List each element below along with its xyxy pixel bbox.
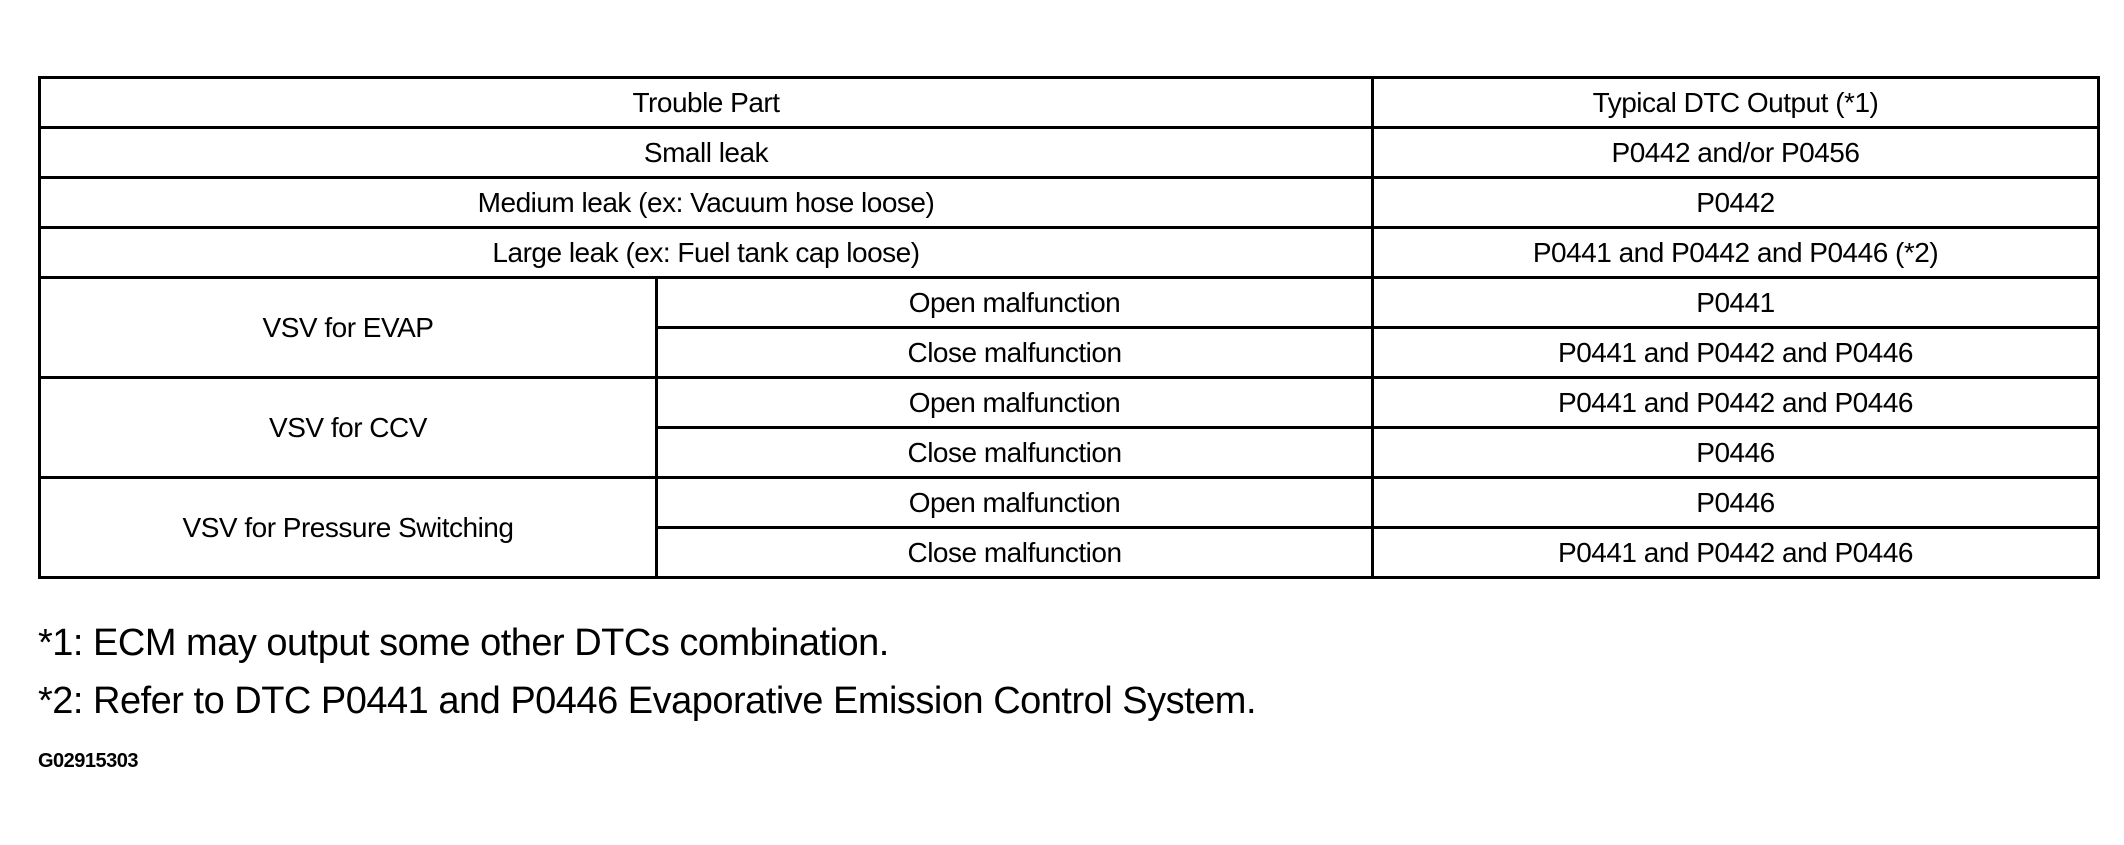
dtc-cell: P0442 <box>1371 176 2100 229</box>
footnote-1: *1: ECM may output some other DTCs combi… <box>38 622 889 664</box>
dtc-cell: P0441 and P0442 and P0446 (*2) <box>1371 226 2100 279</box>
trouble-part-cell: VSV for EVAP <box>38 276 658 379</box>
trouble-part-cell: Medium leak (ex: Vacuum hose loose) <box>38 176 1374 229</box>
dtc-cell: P0446 <box>1371 476 2100 529</box>
dtc-cell: P0441 and P0442 and P0446 <box>1371 326 2100 379</box>
table-header-row: Trouble Part Typical DTC Output (*1) <box>38 76 2100 129</box>
footnote-2: *2: Refer to DTC P0441 and P0446 Evapora… <box>38 680 1257 722</box>
table-row: Medium leak (ex: Vacuum hose loose) P044… <box>38 176 2100 229</box>
table-row: VSV for Pressure Switching Open malfunct… <box>38 476 2100 579</box>
header-trouble-part: Trouble Part <box>38 76 1374 129</box>
dtc-cell: P0441 and P0442 and P0446 <box>1371 376 2100 429</box>
dtc-cell: P0441 and P0442 and P0446 <box>1371 526 2100 579</box>
figure-code: G02915303 <box>38 750 139 772</box>
table-row: Small leak P0442 and/or P0456 <box>38 126 2100 179</box>
trouble-part-cell: Small leak <box>38 126 1374 179</box>
table-row: Close malfunction P0446 <box>40 426 2100 479</box>
table-row: VSV for CCV Open malfunction P0441 and P… <box>38 376 2100 479</box>
table-row: Close malfunction P0441 and P0442 and P0… <box>40 326 2100 379</box>
table-row: VSV for EVAP Open malfunction P0441 <box>38 276 2100 379</box>
table-row: Large leak (ex: Fuel tank cap loose) P04… <box>38 226 2100 279</box>
trouble-part-cell: VSV for CCV <box>38 376 658 479</box>
dtc-cell: P0441 <box>1371 276 2100 329</box>
malfunction-mode-cell: Open malfunction <box>655 476 1374 529</box>
trouble-part-cell: Large leak (ex: Fuel tank cap loose) <box>38 226 1374 279</box>
dtc-cell: P0442 and/or P0456 <box>1371 126 2100 179</box>
dtc-table: Trouble Part Typical DTC Output (*1) Sma… <box>38 76 2100 579</box>
dtc-cell: P0446 <box>1371 426 2100 479</box>
malfunction-mode-cell: Close malfunction <box>655 526 1374 579</box>
malfunction-mode-cell: Open malfunction <box>655 376 1374 429</box>
table-row: Close malfunction P0441 and P0442 and P0… <box>40 526 2100 579</box>
trouble-part-cell: VSV for Pressure Switching <box>38 476 658 579</box>
malfunction-mode-cell: Close malfunction <box>655 426 1374 479</box>
malfunction-mode-cell: Close malfunction <box>655 326 1374 379</box>
malfunction-mode-cell: Open malfunction <box>655 276 1374 329</box>
header-dtc-output: Typical DTC Output (*1) <box>1371 76 2100 129</box>
